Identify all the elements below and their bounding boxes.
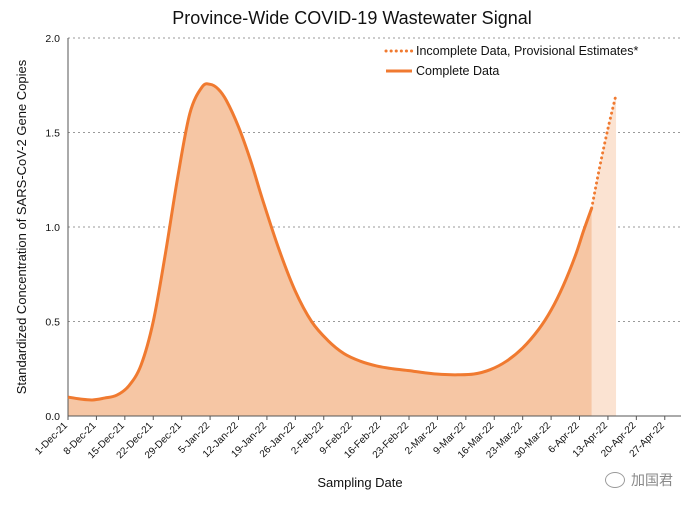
x-axis-label: Sampling Date [317,475,402,490]
watermark: 加国君 [605,470,673,490]
area-fills [68,83,617,416]
chart-title: Province-Wide COVID-19 Wastewater Signal [172,8,531,28]
y-tick-labels: 0.0 0.5 1.0 1.5 2.0 [45,33,60,423]
wechat-icon [605,472,625,488]
area-complete [68,83,592,416]
x-tick-labels: 1-Dec-218-Dec-2115-Dec-2122-Dec-2129-Dec… [33,420,667,461]
y-tick-label: 2.0 [45,33,60,45]
y-tick-label: 0.0 [45,411,60,423]
line-provisional [590,93,618,210]
legend-label-complete: Complete Data [416,64,499,78]
y-tick-label: 1.0 [45,222,60,234]
axes [67,38,681,420]
series-lines [67,82,618,402]
y-axis-label: Standardized Concentration of SARS-CoV-2… [14,59,29,394]
watermark-text: 加国君 [631,472,673,488]
y-tick-label: 0.5 [45,317,60,329]
legend: Incomplete Data, Provisional Estimates* … [384,44,638,78]
line-complete [67,82,594,402]
legend-label-provisional: Incomplete Data, Provisional Estimates* [416,44,638,58]
y-tick-label: 1.5 [45,128,60,140]
area-provisional [591,94,617,416]
